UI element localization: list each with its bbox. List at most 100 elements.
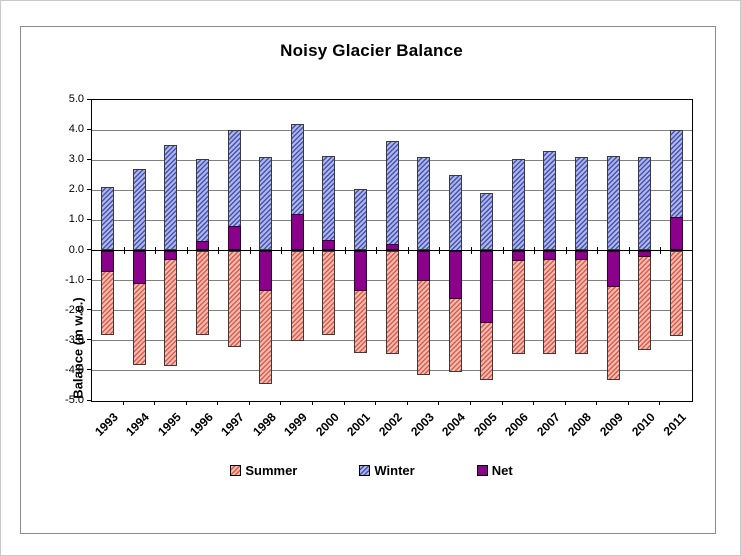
y-axis-tick: [87, 98, 91, 100]
bar-summer-2000: [322, 250, 336, 335]
y-tick-label: -3.0: [65, 333, 84, 346]
bar-winter-2010: [638, 157, 652, 251]
y-axis-tick: [87, 249, 91, 250]
bar-net-1993: [101, 250, 115, 272]
bar-winter-2002: [385, 140, 399, 251]
bar-net-1995: [164, 250, 178, 260]
bottom-axis-tick: [469, 401, 471, 405]
bar-net-2000: [322, 239, 336, 251]
bar-net-2002: [385, 244, 399, 251]
bar-winter-2006: [511, 158, 525, 251]
bar-winter-2003: [417, 157, 431, 251]
bar-winter-2007: [543, 151, 557, 251]
y-axis-tick: [87, 218, 91, 220]
category-tick: [470, 247, 472, 254]
category-tick: [628, 247, 630, 254]
category-tick: [123, 247, 125, 254]
bar-net-1998: [259, 250, 273, 292]
bottom-axis-tick: [533, 401, 535, 405]
category-tick: [597, 247, 599, 254]
y-tick-label: 1.0: [68, 213, 84, 226]
bar-net-2011: [669, 217, 683, 251]
bottom-axis-tick: [375, 401, 377, 405]
category-tick: [186, 247, 188, 254]
legend-item-winter: Winter: [359, 463, 415, 478]
y-axis-tick: [87, 369, 91, 371]
bar-summer-2007: [543, 250, 557, 355]
y-tick-label: 2.0: [68, 183, 84, 196]
legend-label-net: Net: [491, 463, 513, 478]
bottom-axis-tick: [343, 401, 345, 405]
bottom-axis-tick: [501, 401, 503, 405]
y-tick-label: 5.0: [68, 93, 84, 105]
category-tick: [660, 247, 662, 254]
bar-winter-1998: [259, 157, 273, 251]
legend-label-winter: Winter: [374, 463, 415, 478]
y-axis-tick: [87, 279, 91, 281]
bar-winter-2001: [353, 188, 367, 251]
bottom-axis-tick: [596, 401, 598, 405]
bottom-axis-tick: [185, 401, 187, 405]
bottom-axis-tick: [438, 401, 440, 405]
category-tick: [344, 247, 346, 254]
y-axis-tick: [87, 158, 91, 160]
legend-swatch-summer: [230, 465, 242, 476]
bottom-axis-tick: [627, 401, 629, 405]
bar-winter-1993: [101, 187, 115, 251]
gridline--4: [92, 370, 692, 372]
bar-winter-1995: [164, 145, 178, 251]
bottom-axis-tick: [280, 401, 282, 405]
bar-net-2001: [353, 250, 367, 292]
bar-winter-2004: [448, 175, 462, 251]
bar-net-1997: [227, 226, 241, 251]
category-tick: [534, 247, 536, 254]
bar-summer-2011: [669, 250, 683, 337]
bar-net-2007: [543, 250, 557, 260]
bar-net-2006: [511, 250, 525, 262]
category-tick: [281, 247, 283, 254]
bar-winter-1994: [132, 169, 146, 251]
bottom-axis-tick: [122, 401, 124, 405]
y-tick-label: -1.0: [65, 273, 84, 286]
legend-item-summer: Summer: [230, 463, 297, 478]
bar-summer-1997: [227, 250, 241, 347]
bottom-axis-tick: [406, 401, 408, 405]
plot-area: Balance (m w.e.): [71, 99, 693, 402]
bar-summer-2008: [574, 250, 588, 355]
category-tick: [439, 247, 441, 254]
bar-net-2008: [574, 250, 588, 260]
y-tick-label: 4.0: [68, 123, 84, 136]
y-axis-tick: [87, 309, 91, 311]
bar-net-2003: [417, 250, 431, 281]
bar-net-1999: [290, 214, 304, 251]
legend-item-net: Net: [476, 463, 513, 478]
y-axis-tick: [87, 339, 91, 341]
bar-net-2009: [606, 250, 620, 287]
category-tick: [218, 247, 220, 254]
category-tick: [376, 247, 378, 254]
bar-summer-2006: [511, 250, 525, 355]
bar-summer-2002: [385, 250, 399, 355]
bar-summer-1996: [196, 250, 210, 335]
y-tick-label: -2.0: [65, 303, 84, 316]
bar-summer-1999: [290, 250, 304, 341]
category-tick: [407, 247, 409, 254]
category-tick: [155, 247, 157, 254]
bar-winter-2009: [606, 155, 620, 251]
bar-net-1996: [196, 241, 210, 251]
y-axis-tick: [87, 188, 91, 190]
y-axis-tick: [87, 128, 91, 130]
bottom-axis-tick: [312, 401, 314, 405]
bar-winter-2008: [574, 157, 588, 251]
category-tick: [313, 247, 315, 254]
bar-winter-2005: [480, 193, 494, 251]
bar-winter-1996: [196, 158, 210, 251]
y-tick-label: -4.0: [65, 363, 84, 376]
bar-net-2004: [448, 250, 462, 299]
bottom-axis-tick: [564, 401, 566, 405]
y-axis-tick: [87, 399, 91, 401]
y-tick-label: -5.0: [65, 394, 84, 406]
bottom-axis-tick: [217, 401, 219, 405]
y-tick-label: 3.0: [68, 153, 84, 166]
